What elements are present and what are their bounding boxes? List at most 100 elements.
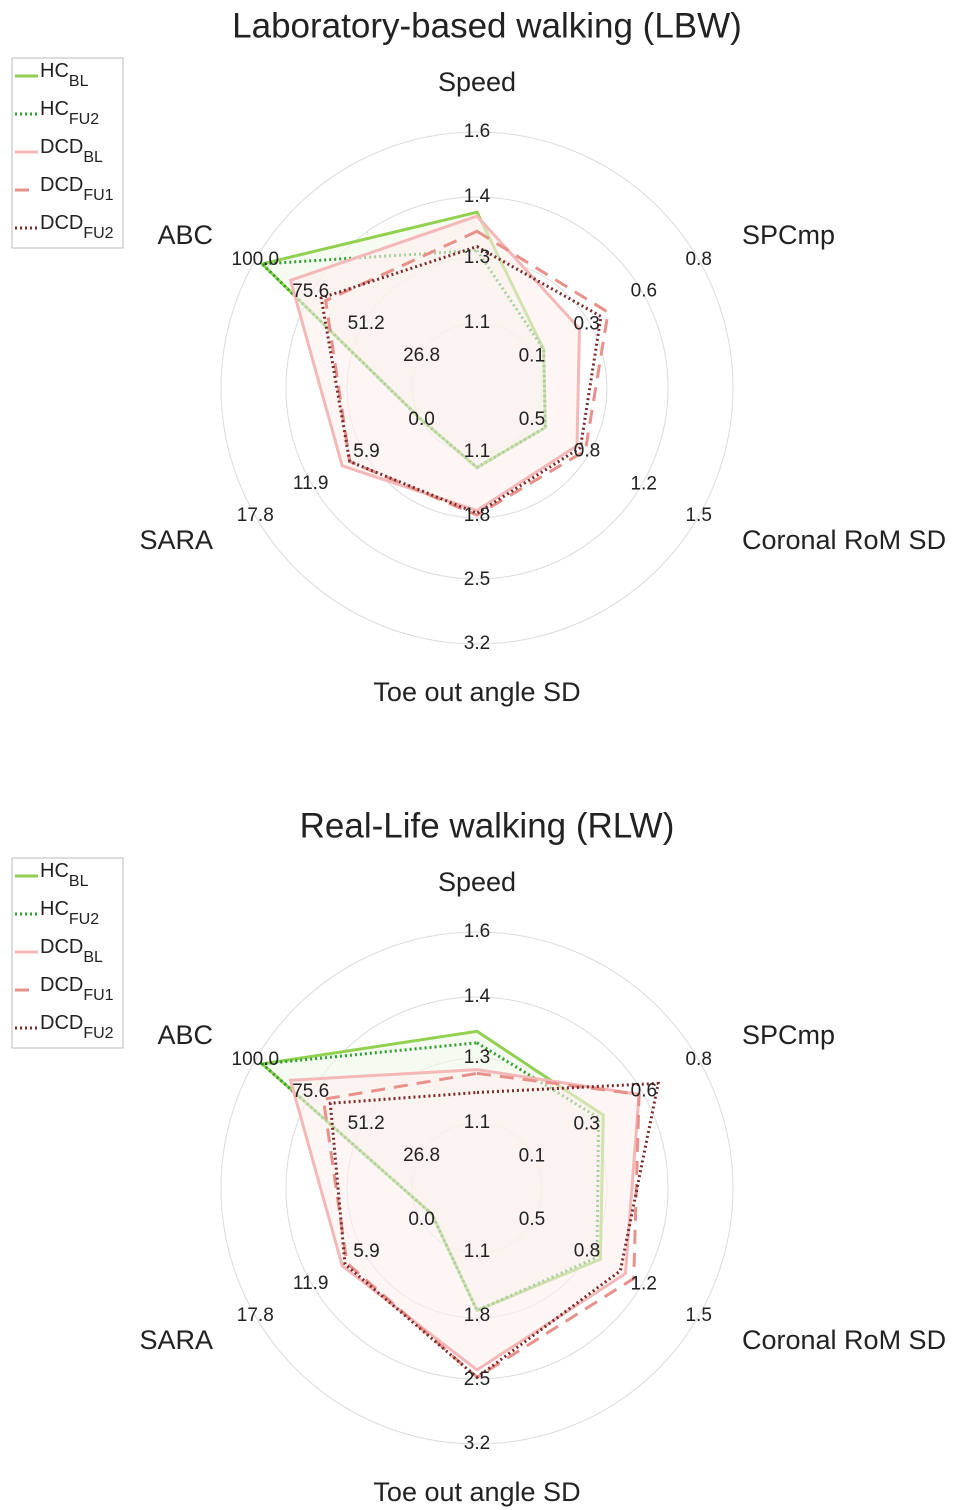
axis-name: SARA [139,1325,213,1355]
axis-name: Speed [438,867,516,897]
legend-name: HC [40,898,69,920]
legend-name: HC [40,98,69,120]
legend-sub: FU1 [83,987,113,1004]
tick-label: 1.5 [685,505,711,526]
series-polygon [288,214,582,513]
legend-sub: BL [69,73,89,90]
tick-label: 1.8 [464,505,490,526]
tick-label: 0.8 [574,1241,600,1262]
legend-label: HCBL [40,860,89,890]
legend-label: DCDBL [40,136,103,166]
axis-name: Toe out angle SD [373,677,580,707]
series-polygon [328,1081,661,1380]
tick-label: 0.1 [519,345,545,366]
axis-name: Coronal RoM SD [742,1325,946,1355]
legend-name: DCD [40,1012,83,1034]
legend-sub: FU1 [83,187,113,204]
tick-label: 0.0 [408,409,434,430]
series-polygon [258,1041,601,1313]
axis-name: Speed [438,67,516,97]
legend-sub: FU2 [83,225,113,242]
legend-label: HCFU2 [40,98,99,128]
legend-label: DCDBL [40,936,103,966]
tick-label: 1.1 [464,312,490,333]
tick-label: 3.2 [464,633,490,654]
tick-label: 0.8 [685,1049,711,1070]
legend-name: DCD [40,936,83,958]
radar-chart: Laboratory-based walking (LBW) 1.1 1.3 1.4 1… [11,6,946,707]
tick-label: 5.9 [353,1241,379,1262]
tick-label: 1.4 [464,186,491,207]
legend-sub: FU2 [83,1025,113,1042]
grid-ring [220,931,734,1445]
legend-name: DCD [40,974,83,996]
tick-label: 0.3 [573,314,599,335]
legend-label: DCDFU2 [40,212,114,242]
tick-label: 75.6 [292,1081,329,1102]
legend-sub: BL [83,949,103,966]
legend-sub: BL [83,149,103,166]
chart-title: Real-Life walking (RLW) [300,806,675,845]
tick-label: 26.8 [403,345,440,366]
tick-label: 100.0 [232,249,280,270]
radar-chart: Real-Life walking (RLW) 1.1 1.3 1.4 1.6 Speed… [11,806,946,1507]
tick-label: 0.6 [631,1081,657,1102]
grid-ring [285,196,669,580]
tick-label: 1.3 [464,1047,490,1068]
tick-label: 1.1 [464,1112,490,1133]
tick-label: 0.8 [574,441,600,462]
legend-label: DCDFU2 [40,1012,114,1042]
tick-label: 0.6 [631,281,657,302]
axis-name: Toe out angle SD [373,1477,580,1507]
grid-ring [220,131,734,645]
legend-sub: BL [69,873,89,890]
tick-label: 100.0 [232,1049,280,1070]
legend-label: DCDFU1 [40,974,114,1004]
axis-name: ABC [157,1020,213,1050]
tick-label: 1.1 [464,441,490,462]
tick-label: 1.8 [464,1305,490,1326]
tick-label: 1.1 [464,1241,490,1262]
legend-label: DCDFU1 [40,174,114,204]
tick-label: 1.2 [630,473,656,494]
tick-label: 1.6 [464,121,490,142]
tick-label: 5.9 [353,441,379,462]
legend-label: HCBL [40,60,89,90]
tick-label: 0.0 [408,1209,434,1230]
legend-name: DCD [40,212,83,234]
tick-label: 51.2 [348,313,385,334]
tick-label: 2.5 [464,1369,490,1390]
tick-label: 0.3 [573,1114,599,1135]
axis-name: ABC [157,220,213,250]
chart-title: Laboratory-based walking (LBW) [232,6,742,45]
legend-name: DCD [40,174,83,196]
legend-sub: FU2 [69,111,99,128]
axis-name: Coronal RoM SD [742,525,946,555]
tick-label: 0.1 [519,1145,545,1166]
tick-label: 26.8 [403,1145,440,1166]
tick-label: 0.5 [519,409,545,430]
tick-label: 17.8 [237,1305,274,1326]
axis-name: SPCmp [742,1020,835,1050]
legend-sub: FU2 [69,911,99,928]
tick-label: 11.9 [293,473,329,494]
axis-name: SARA [139,525,213,555]
legend-label: HCFU2 [40,898,99,928]
tick-label: 1.3 [464,247,490,268]
tick-label: 1.4 [464,986,491,1007]
axis-name: SPCmp [742,220,835,250]
series-polygon [319,244,603,515]
tick-label: 0.5 [519,1209,545,1230]
legend-name: DCD [40,136,83,158]
tick-label: 75.6 [292,281,329,302]
tick-label: 1.5 [685,1305,711,1326]
tick-label: 0.8 [685,249,711,270]
tick-label: 3.2 [464,1433,490,1454]
tick-label: 1.6 [464,921,490,942]
tick-label: 17.8 [237,505,274,526]
legend-name: HC [40,60,69,82]
series-polygon [324,229,610,517]
tick-label: 2.5 [464,569,490,590]
